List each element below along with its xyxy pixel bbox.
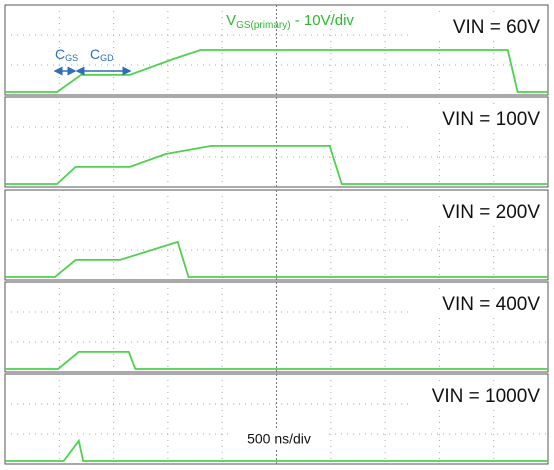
- label-bg: [410, 107, 546, 133]
- cap-label: CGD: [90, 46, 114, 64]
- x-axis-label: 500 ns/div: [247, 431, 311, 447]
- panel-title: VIN = 1000V: [432, 386, 541, 407]
- cap-main: C: [90, 46, 100, 62]
- cap-sub: GD: [100, 53, 114, 63]
- cap-sub: GS: [65, 53, 78, 63]
- label-sub: GS(primary): [236, 20, 290, 31]
- label-bg: [410, 384, 546, 410]
- trace: [5, 351, 548, 370]
- label-bg: [410, 292, 546, 318]
- panel-title: VIN = 400V: [442, 294, 540, 315]
- label-bg: [232, 430, 326, 450]
- panel-title: VIN = 100V: [442, 109, 540, 130]
- cap-main: C: [55, 46, 65, 62]
- panel-title: VIN = 60V: [453, 17, 540, 38]
- label-suffix: - 10V/div: [291, 12, 355, 29]
- cap-label: CGS: [55, 46, 78, 64]
- label-main: V: [226, 12, 236, 29]
- label-bg: [410, 15, 546, 41]
- trace: [5, 438, 548, 462]
- trace: [5, 49, 548, 93]
- label-bg: [410, 200, 546, 226]
- trace: [5, 240, 548, 278]
- scale-label: VGS(primary) - 10V/div: [226, 12, 354, 31]
- panel-title: VIN = 200V: [442, 202, 540, 223]
- trace: [5, 145, 548, 185]
